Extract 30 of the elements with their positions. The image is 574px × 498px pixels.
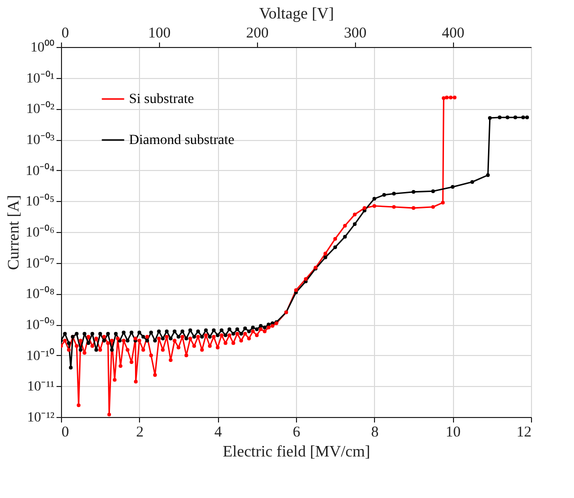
x2-tick-label: 0 <box>62 26 69 42</box>
y-tick-label: 10⁻⁰⁹ <box>26 317 55 333</box>
x2-axis-title: Voltage [V] <box>259 6 334 22</box>
y-tick-label: 10⁻⁰⁷ <box>26 255 55 272</box>
x-tick-label: 12 <box>516 424 532 440</box>
legend-label: Si substrate <box>129 92 194 107</box>
x-tick-label: 4 <box>214 424 222 440</box>
y-tick-label: 10⁻¹¹ <box>27 380 54 395</box>
x2-tick-label: 200 <box>246 26 269 42</box>
y-tick-label: 10⁻¹⁰ <box>26 348 54 364</box>
x-tick-label: 8 <box>371 424 379 440</box>
x-axis-title: Electric field [MV/cm] <box>222 444 370 460</box>
y-tick-label: 10⁻¹² <box>27 410 54 426</box>
x-tick-label: 10 <box>446 424 461 440</box>
x-tick-label: 2 <box>136 424 144 440</box>
x-tick-label: 0 <box>62 424 69 440</box>
y-tick-label: 10⁻⁰⁴ <box>26 162 55 179</box>
y-tick-label: 10⁻⁰⁵ <box>26 194 55 210</box>
y-tick-label: 10⁻⁰⁸ <box>26 286 55 302</box>
x2-tick-label: 300 <box>344 26 366 42</box>
legend-label: Diamond substrate <box>129 133 234 148</box>
y-tick-label: 10⁻⁰³ <box>26 132 54 148</box>
x2-tick-label: 400 <box>442 26 464 42</box>
y-axis-title: Current [A] <box>6 194 23 270</box>
y-tick-label: 10⁻⁰¹ <box>26 70 54 86</box>
x2-tick-label: 100 <box>148 26 171 42</box>
x-tick-label: 6 <box>292 424 301 440</box>
y-tick-label: 10⁰⁰ <box>30 40 54 56</box>
y-tick-label: 10⁻⁰² <box>26 101 54 118</box>
y-tick-label: 10⁻⁰⁶ <box>26 224 55 240</box>
